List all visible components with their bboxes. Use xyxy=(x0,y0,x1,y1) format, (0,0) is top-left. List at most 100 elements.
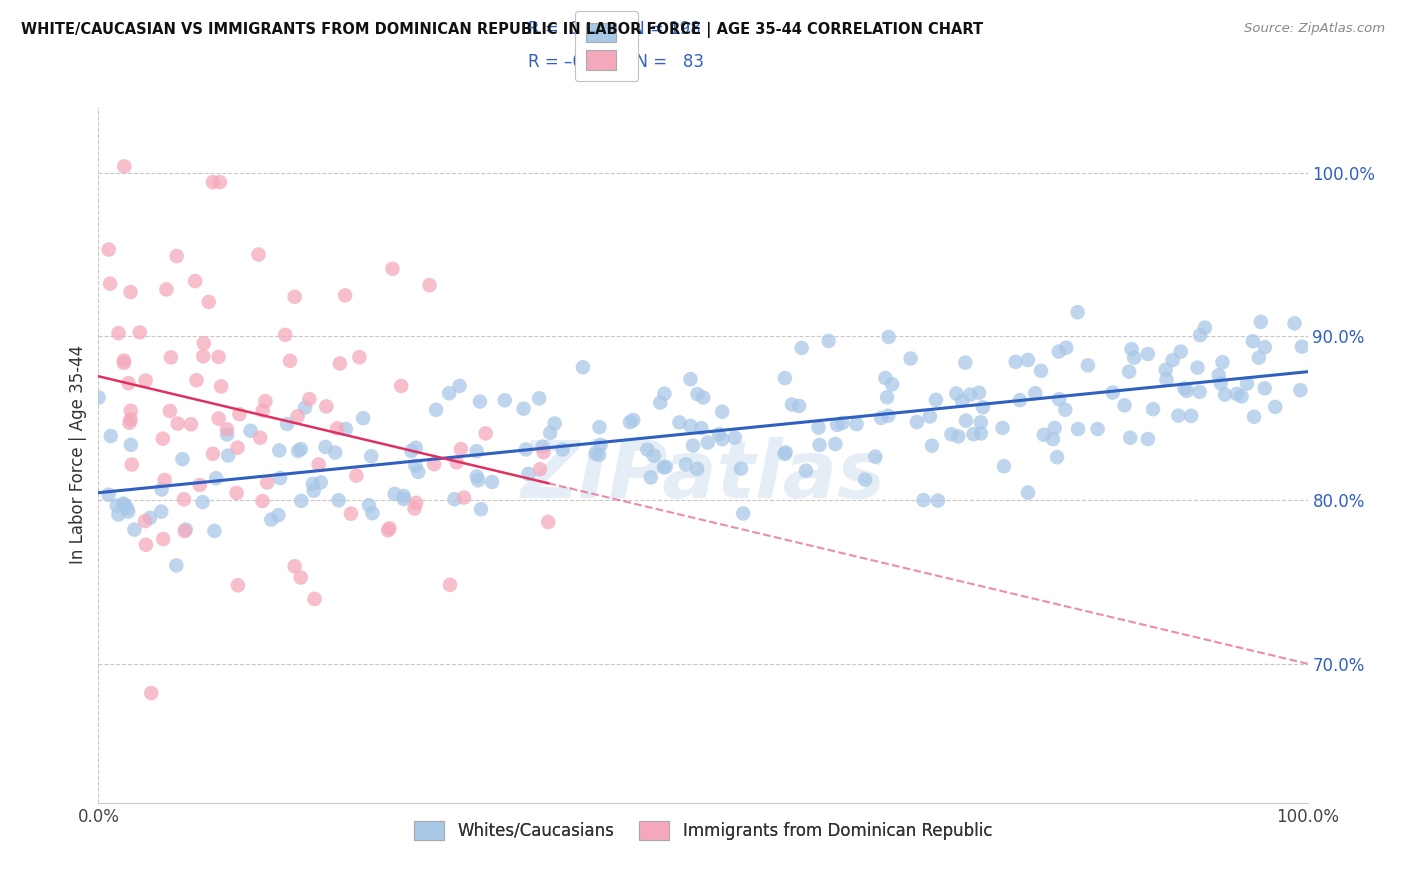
Point xyxy=(166,249,188,263)
Point xyxy=(120,412,142,426)
Point xyxy=(668,416,690,430)
Point xyxy=(824,437,846,451)
Point xyxy=(993,459,1015,474)
Point xyxy=(972,400,994,414)
Point xyxy=(588,420,610,434)
Point xyxy=(128,326,150,340)
Point xyxy=(290,442,312,456)
Point xyxy=(193,349,215,363)
Point xyxy=(166,417,188,431)
Point xyxy=(1087,422,1109,436)
Point xyxy=(1167,409,1189,423)
Point xyxy=(474,426,496,441)
Point xyxy=(120,404,142,418)
Point xyxy=(1101,385,1123,400)
Point xyxy=(378,521,401,535)
Point xyxy=(1194,320,1216,334)
Point xyxy=(1188,384,1211,399)
Point xyxy=(470,502,492,516)
Point xyxy=(197,295,219,310)
Point xyxy=(1189,328,1212,343)
Point xyxy=(730,461,752,475)
Point xyxy=(1142,402,1164,417)
Point xyxy=(269,471,291,485)
Point xyxy=(807,420,830,434)
Point xyxy=(381,261,404,276)
Point xyxy=(945,386,967,401)
Point xyxy=(204,524,226,538)
Point xyxy=(636,442,658,457)
Point xyxy=(1114,398,1136,412)
Point xyxy=(1136,432,1159,446)
Point xyxy=(349,350,371,364)
Point xyxy=(267,508,290,523)
Point xyxy=(1042,432,1064,446)
Point xyxy=(247,247,270,261)
Text: WHITE/CAUCASIAN VS IMMIGRANTS FROM DOMINICAN REPUBLIC IN LABOR FORCE | AGE 35-44: WHITE/CAUCASIAN VS IMMIGRANTS FROM DOMIN… xyxy=(21,22,983,38)
Point xyxy=(1004,355,1026,369)
Point xyxy=(112,497,135,511)
Point xyxy=(118,416,141,430)
Point xyxy=(153,473,176,487)
Point xyxy=(112,356,135,370)
Point xyxy=(773,371,796,385)
Point xyxy=(361,506,384,520)
Point xyxy=(1047,344,1070,359)
Point xyxy=(865,450,887,464)
Point xyxy=(1213,387,1236,401)
Point xyxy=(970,426,993,441)
Point xyxy=(159,404,181,418)
Point xyxy=(201,447,224,461)
Point xyxy=(328,493,350,508)
Point xyxy=(686,387,709,401)
Point xyxy=(173,524,195,538)
Point xyxy=(682,439,704,453)
Point xyxy=(967,385,990,400)
Point xyxy=(1121,342,1143,356)
Point xyxy=(690,421,713,435)
Point xyxy=(1254,340,1277,354)
Point xyxy=(544,417,567,431)
Point xyxy=(208,175,231,189)
Point xyxy=(686,462,709,476)
Point xyxy=(1066,305,1088,319)
Point xyxy=(1118,365,1140,379)
Point xyxy=(1291,340,1313,354)
Point xyxy=(329,357,352,371)
Text: ZIPatlas: ZIPatlas xyxy=(520,437,886,515)
Point xyxy=(1077,359,1099,373)
Point xyxy=(1119,431,1142,445)
Point xyxy=(112,353,135,368)
Point xyxy=(1136,347,1159,361)
Point xyxy=(585,447,607,461)
Point xyxy=(287,443,309,458)
Point xyxy=(97,488,120,502)
Point xyxy=(1264,400,1286,414)
Point xyxy=(650,395,672,409)
Point xyxy=(124,523,146,537)
Point xyxy=(876,390,898,404)
Point xyxy=(340,507,363,521)
Point xyxy=(155,282,177,296)
Point xyxy=(1170,344,1192,359)
Point xyxy=(1017,485,1039,500)
Point xyxy=(437,386,460,401)
Point xyxy=(652,460,675,475)
Point xyxy=(991,421,1014,435)
Point xyxy=(780,397,803,411)
Point xyxy=(921,439,943,453)
Point xyxy=(1047,392,1070,406)
Point xyxy=(87,391,110,405)
Point xyxy=(527,392,550,406)
Text: R = –0.197   N =   83: R = –0.197 N = 83 xyxy=(527,53,703,70)
Point xyxy=(117,376,139,391)
Point xyxy=(905,415,928,429)
Point xyxy=(308,458,330,472)
Point xyxy=(1208,368,1230,383)
Point xyxy=(443,492,465,507)
Point xyxy=(301,477,323,491)
Point xyxy=(588,448,610,462)
Point xyxy=(260,513,283,527)
Point xyxy=(825,417,848,432)
Point xyxy=(790,341,813,355)
